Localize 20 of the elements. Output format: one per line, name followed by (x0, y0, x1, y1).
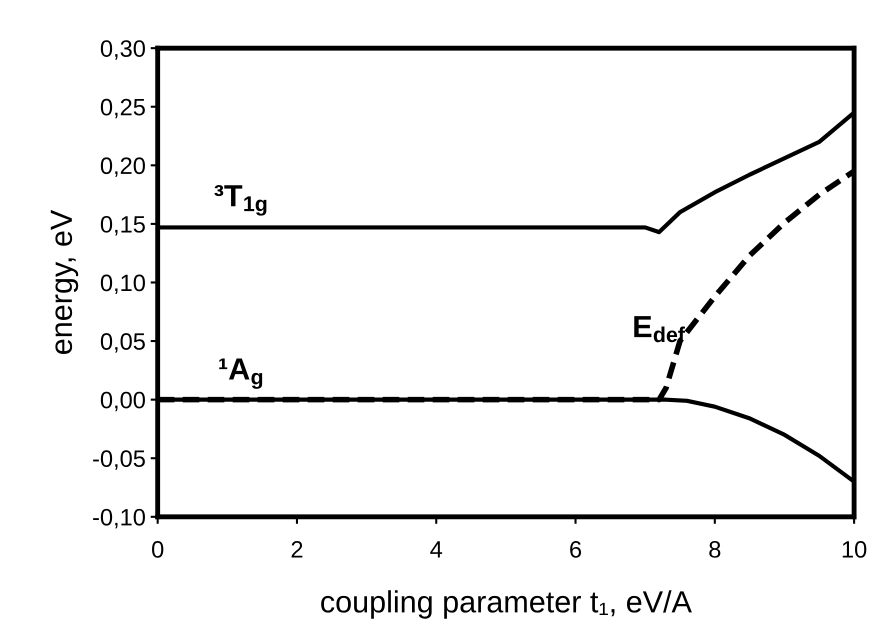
x-axis-title: coupling parameter t₁, eV/A (321, 590, 692, 619)
annotation: E$_{def}$ (634, 316, 685, 342)
x-tick-label: 2 (292, 541, 302, 558)
y-tick-label: 0,00 (100, 392, 145, 412)
y-tick-label: -0,05 (93, 450, 145, 470)
y-tick-label: 0,25 (100, 98, 145, 118)
y-tick-label: -0,10 (93, 508, 145, 528)
annotation: ¹A$_{g}$ (219, 358, 262, 389)
y-tick-label: 0,10 (100, 274, 145, 294)
y-tick-label: 0,05 (100, 333, 145, 353)
x-tick-label: 0 (152, 541, 164, 558)
y-axis-title: energy, eV (50, 210, 78, 354)
x-tick-label: 8 (709, 541, 720, 558)
x-tick-label: 10 (842, 541, 866, 558)
y-tick-label: 0,20 (100, 157, 145, 177)
annotation: ³T$_{1g}$ (214, 185, 266, 216)
y-tick-label: 0,30 (100, 40, 145, 60)
x-tick-label: 6 (570, 541, 582, 558)
y-tick-label: 0,15 (100, 216, 145, 236)
x-tick-label: 4 (430, 541, 442, 558)
